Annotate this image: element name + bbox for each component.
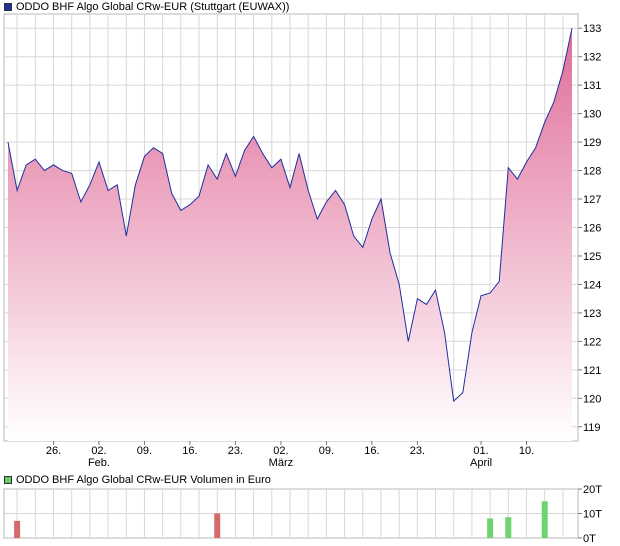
price-x-tick-label: 26.	[46, 445, 61, 457]
price-x-month-label: Feb.	[88, 457, 110, 469]
volume-y-tick-label: 10T	[583, 509, 602, 521]
price-x-tick-label: 09.	[137, 445, 152, 457]
price-y-tick-label: 121	[583, 365, 601, 377]
volume-chart-title: ODDO BHF Algo Global CRw-EUR Volumen in …	[16, 474, 271, 486]
volume-legend: ODDO BHF Algo Global CRw-EUR Volumen in …	[4, 474, 271, 486]
price-x-tick-label: 23.	[228, 445, 243, 457]
price-y-tick-label: 125	[583, 251, 601, 263]
price-x-month-label: April	[470, 457, 492, 469]
price-y-tick-label: 126	[583, 223, 601, 235]
price-y-tick-label: 132	[583, 52, 601, 64]
price-legend-swatch	[4, 3, 12, 11]
price-y-tick-label: 129	[583, 137, 601, 149]
price-y-tick-label: 119	[583, 422, 601, 434]
price-x-tick-label: 09.	[319, 445, 334, 457]
price-y-tick-label: 123	[583, 308, 601, 320]
volume-legend-swatch	[4, 476, 12, 484]
volume-bar	[505, 517, 512, 538]
price-y-tick-label: 133	[583, 23, 601, 35]
price-y-tick-label: 127	[583, 194, 601, 206]
price-y-tick-label: 128	[583, 166, 601, 178]
price-x-tick-label: 10.	[519, 445, 534, 457]
price-x-tick-label: 16.	[182, 445, 197, 457]
volume-bar	[487, 518, 494, 538]
volume-bars	[14, 501, 548, 538]
volume-y-axis: 0T 10T 20T	[578, 484, 602, 545]
price-chart-title: ODDO BHF Algo Global CRw-EUR (Stuttgart …	[16, 1, 290, 13]
volume-bar	[14, 520, 21, 538]
price-legend: ODDO BHF Algo Global CRw-EUR (Stuttgart …	[4, 1, 289, 13]
price-x-tick-label: 16.	[364, 445, 379, 457]
volume-bar	[541, 501, 548, 538]
price-y-tick-label: 131	[583, 80, 601, 92]
price-y-axis: 119 120 121 122 123 124 125 126 127 128 129 130 131 1…	[578, 23, 601, 434]
price-area	[8, 28, 572, 441]
price-x-tick-label: 23.	[410, 445, 425, 457]
volume-y-tick-label: 20T	[583, 484, 602, 496]
volume-y-tick-label: 0T	[583, 533, 596, 545]
price-x-tick-label: 01.	[473, 445, 488, 457]
price-y-tick-label: 130	[583, 109, 601, 121]
volume-bar	[214, 513, 221, 538]
price-y-tick-label: 124	[583, 279, 601, 291]
price-y-tick-label: 122	[583, 336, 601, 348]
price-x-month-label: März	[269, 457, 293, 469]
price-x-tick-label: 02.	[91, 445, 106, 457]
price-x-tick-label: 02.	[273, 445, 288, 457]
price-line	[7, 28, 573, 403]
price-y-tick-label: 120	[583, 393, 601, 405]
